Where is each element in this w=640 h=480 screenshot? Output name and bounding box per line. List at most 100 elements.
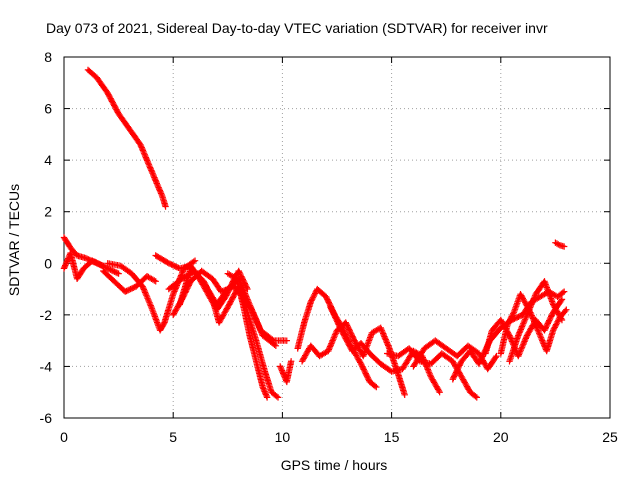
data-point-markers (89, 257, 106, 269)
data-point (272, 342, 280, 349)
data-point (283, 337, 290, 344)
chart-title: Day 073 of 2021, Sidereal Day-to-day VTE… (46, 20, 548, 36)
data-point-markers (198, 267, 215, 281)
data-point-markers (246, 332, 259, 363)
data-point-markers (438, 350, 455, 364)
data-point (558, 296, 566, 303)
data-point-markers (93, 74, 110, 95)
data-point-markers (233, 275, 246, 307)
data-point-markers (137, 141, 154, 173)
data-point-markers (209, 275, 224, 294)
data-point-markers (506, 333, 521, 365)
data-point-markers (301, 300, 314, 326)
series-track-start-b (60, 249, 107, 282)
data-point (162, 203, 169, 210)
data-point-markers (410, 346, 427, 370)
y-tick-label: 6 (44, 101, 52, 117)
data-point-markers (467, 389, 479, 400)
data-point-markers (427, 373, 443, 394)
data-point-markers (366, 350, 383, 366)
data-point-markers (515, 333, 530, 360)
data-point-markers (294, 320, 308, 352)
data-point-markers (148, 167, 165, 198)
series-track-early-steep (84, 66, 169, 210)
series-track-s (506, 278, 566, 365)
data-point-markers (338, 327, 355, 353)
data-point-markers (117, 262, 134, 276)
data-point (263, 394, 271, 401)
data-point-markers (314, 285, 328, 299)
data-point-markers (484, 354, 499, 373)
data-point-markers (357, 360, 373, 384)
series-track-l (298, 319, 408, 398)
data-point-markers (504, 310, 517, 329)
data-point-markers (253, 337, 268, 374)
data-point-markers (215, 305, 231, 326)
grid (64, 57, 610, 418)
data-point (115, 270, 122, 277)
data-point-markers (556, 242, 566, 250)
data-point (560, 243, 568, 250)
data-point-markers (200, 278, 215, 302)
data-point-markers (176, 266, 194, 308)
data-point-markers (325, 328, 340, 355)
data-point-markers (60, 234, 73, 250)
series-track-n (384, 345, 480, 401)
data-point-markers (259, 383, 270, 400)
data-point-markers (259, 332, 278, 348)
data-point-markers (248, 306, 266, 338)
data-point-markers (139, 283, 154, 309)
data-point-markers (316, 348, 330, 360)
data-point-markers (497, 323, 511, 357)
data-point-markers (298, 344, 314, 365)
data-point (373, 383, 380, 391)
data-point-markers (543, 328, 556, 355)
y-tick-label: 2 (44, 204, 52, 220)
data-point-markers (464, 342, 481, 356)
data-point-markers (239, 301, 253, 338)
data-point-markers (541, 310, 556, 334)
data-point-markers (342, 319, 357, 343)
data-point (152, 278, 159, 285)
series-track-early-c (100, 267, 159, 295)
data-point-markers (395, 371, 408, 397)
x-tick-label: 25 (602, 429, 618, 445)
data-point-markers (73, 266, 86, 282)
y-tick-labels: -6 -4 -2 0 2 4 6 8 (40, 49, 53, 426)
x-tick-label: 0 (60, 429, 68, 445)
data-point-markers (515, 313, 530, 339)
data-point-markers (261, 368, 275, 394)
data-point-markers (126, 126, 143, 147)
series-track-late-t (552, 239, 568, 250)
data-point-markers (541, 278, 556, 307)
data-point (563, 306, 570, 313)
data-point-markers (366, 378, 379, 390)
data-point (436, 389, 443, 396)
data-point (274, 394, 282, 401)
data-point-markers (357, 340, 372, 356)
data-point-markers (84, 66, 99, 80)
data-point (473, 394, 480, 401)
data-point-markers (283, 359, 294, 386)
data-point (401, 391, 408, 398)
data-point-markers (482, 328, 495, 357)
data-point (558, 316, 566, 324)
data-point-markers (449, 359, 464, 383)
data-point-markers (327, 303, 344, 333)
series-track-mid-i (224, 270, 271, 401)
data-point-markers (143, 273, 158, 284)
y-tick-label: -4 (40, 358, 53, 374)
data-point-markers (100, 267, 117, 284)
data-point (287, 358, 295, 365)
x-tick-label: 10 (275, 429, 291, 445)
data-point-markers (128, 270, 145, 289)
y-tick-label: 8 (44, 49, 52, 65)
data-points (60, 66, 570, 401)
axis-ticks (63, 56, 611, 419)
x-axis-label: GPS time / hours (281, 457, 388, 473)
data-point-markers (268, 389, 280, 400)
plot-frame (63, 56, 611, 419)
x-tick-label: 15 (384, 429, 400, 445)
x-tick-label: 5 (169, 429, 177, 445)
